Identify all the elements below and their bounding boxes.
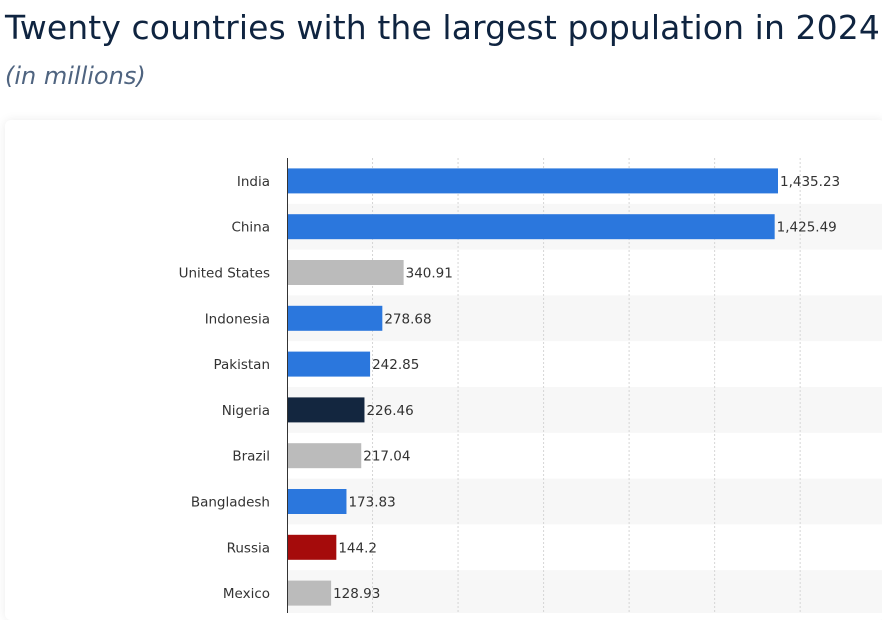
value-label: 144.2 [338,540,377,556]
category-label: Pakistan [213,357,270,373]
bar-mexico[interactable] [287,580,332,606]
category-label: Brazil [232,449,270,465]
value-label: 278.68 [384,311,431,327]
row-background [287,295,882,342]
category-label: Bangladesh [191,495,270,511]
row-background [287,570,882,613]
value-label: 1,425.49 [777,220,837,236]
bar-pakistan[interactable] [287,351,371,377]
bar-brazil[interactable] [287,443,362,469]
value-label: 226.46 [366,403,413,419]
category-label: Indonesia [205,311,270,327]
value-label: 173.83 [348,495,395,511]
bar-india[interactable] [287,168,778,194]
value-label: 128.93 [333,586,380,602]
bar-russia[interactable] [287,534,337,560]
value-label: 217.04 [363,449,410,465]
category-label: Russia [227,540,270,556]
chart-card: 1,435.23 India 1,425.49 China 340.91 United S… [5,120,882,620]
value-label: 340.91 [406,266,453,282]
category-label: China [231,220,270,236]
bar-chart: 1,435.23 India 1,425.49 China 340.91 United S… [179,158,882,613]
bar-china[interactable] [287,214,775,240]
row-background [287,478,882,525]
bar-bangladesh[interactable] [287,489,347,514]
bar-nigeria[interactable] [287,397,365,423]
category-label: India [237,174,270,190]
category-label: Nigeria [222,403,270,419]
category-label: United States [179,266,270,282]
chart-title: Twenty countries with the largest popula… [5,8,880,47]
chart-subtitle: (in millions) [5,62,146,90]
row-background [287,387,882,433]
bar-united-states[interactable] [287,260,404,285]
bar-indonesia[interactable] [287,305,383,331]
value-label: 1,435.23 [780,174,840,190]
category-label: Mexico [223,586,270,602]
value-label: 242.85 [372,357,419,373]
